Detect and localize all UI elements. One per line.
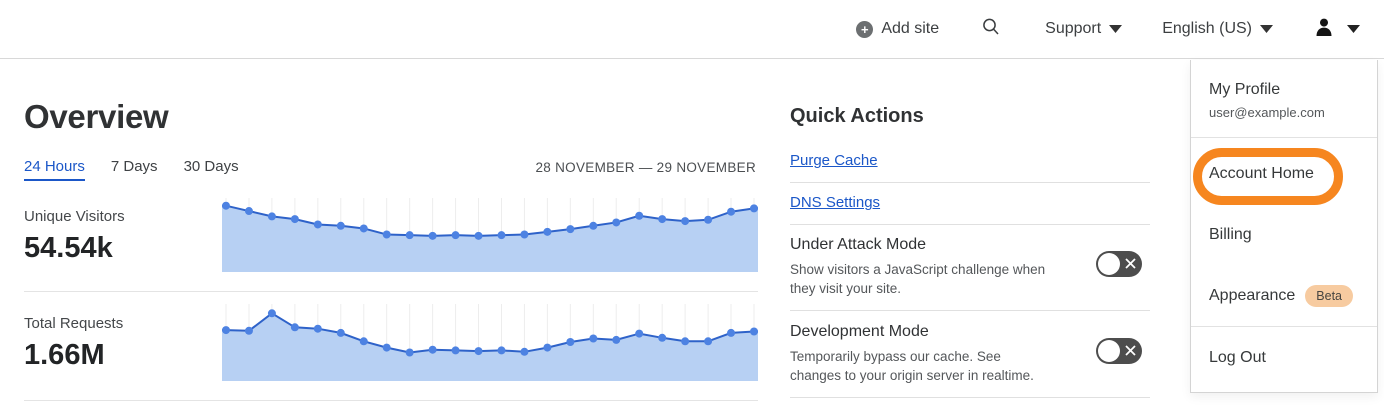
menu-item-billing[interactable]: Billing — [1191, 204, 1377, 265]
metric-label: Unique Visitors — [24, 208, 125, 225]
account-dropdown-menu: My Profile user@example.com Account Home… — [1190, 60, 1378, 393]
menu-items: Account Home Billing Appearance Beta — [1191, 138, 1377, 326]
toggle-knob — [1098, 253, 1120, 275]
menu-item-label: Billing — [1209, 225, 1252, 243]
menu-item-label: Appearance — [1209, 286, 1296, 304]
total-requests-metric: Total Requests 1.66M — [24, 315, 123, 372]
unique-visitors-metric: Unique Visitors 54.54k — [24, 208, 125, 265]
unique-visitors-chart — [222, 198, 758, 272]
search-button[interactable] — [981, 17, 1001, 42]
user-icon — [1315, 18, 1333, 41]
toggle-knob — [1098, 340, 1120, 362]
quick-actions-title: Quick Actions — [790, 105, 924, 127]
metric-value: 1.66M — [24, 339, 105, 371]
menu-item-log-out[interactable]: Log Out — [1191, 327, 1377, 389]
chevron-down-icon — [1347, 25, 1360, 33]
under-attack-mode-title: Under Attack Mode — [790, 236, 927, 253]
language-label: English (US) — [1162, 20, 1252, 37]
toggle-off-x-icon — [1124, 344, 1137, 362]
under-attack-mode-description: Show visitors a JavaScript challenge whe… — [790, 262, 1046, 296]
development-mode-description: Temporarily bypass our cache. See change… — [790, 349, 1034, 383]
menu-item-appearance[interactable]: Appearance Beta — [1191, 265, 1377, 326]
divider — [24, 291, 758, 292]
divider — [1191, 137, 1377, 138]
top-navbar: + Add site Support English (US) — [0, 0, 1384, 59]
dns-settings-link[interactable]: DNS Settings — [790, 194, 881, 211]
profile-section[interactable]: My Profile user@example.com — [1191, 60, 1377, 120]
under-attack-mode-toggle[interactable] — [1096, 251, 1142, 277]
tab-30-days[interactable]: 30 Days — [183, 158, 239, 175]
divider — [790, 182, 1150, 183]
search-icon — [981, 17, 1001, 42]
account-menu-button[interactable] — [1315, 18, 1360, 41]
add-site-label: Add site — [881, 20, 940, 37]
toggle-off-x-icon — [1124, 257, 1137, 275]
development-mode-title: Development Mode — [790, 323, 929, 340]
menu-item-account-home[interactable]: Account Home — [1191, 143, 1377, 204]
chevron-down-icon — [1260, 25, 1273, 33]
language-menu[interactable]: English (US) — [1162, 20, 1273, 38]
tab-7-days[interactable]: 7 Days — [110, 158, 158, 175]
chevron-down-icon — [1109, 25, 1123, 33]
menu-item-label: Log Out — [1209, 349, 1266, 366]
profile-email: user@example.com — [1209, 105, 1325, 120]
tab-24-hours[interactable]: 24 Hours — [24, 158, 85, 181]
total-requests-chart — [222, 304, 758, 381]
support-label: Support — [1045, 20, 1102, 37]
menu-item-label: Account Home — [1209, 164, 1314, 182]
divider — [790, 397, 1150, 398]
page-title: Overview — [24, 98, 169, 135]
my-profile-label: My Profile — [1209, 81, 1281, 98]
metric-value: 54.54k — [24, 232, 113, 264]
divider — [1191, 326, 1377, 327]
divider — [790, 310, 1150, 311]
development-mode-toggle[interactable] — [1096, 338, 1142, 364]
date-range-label: 28 NOVEMBER — 29 NOVEMBER — [535, 160, 756, 175]
support-menu[interactable]: Support — [1045, 20, 1123, 38]
beta-badge: Beta — [1305, 284, 1354, 307]
plus-icon: + — [856, 20, 874, 38]
purge-cache-link[interactable]: Purge Cache — [790, 152, 878, 169]
time-range-tabs: 24 Hours 7 Days 30 Days — [24, 158, 239, 181]
add-site-button[interactable]: + Add site — [856, 20, 939, 38]
metric-label: Total Requests — [24, 315, 124, 332]
divider — [790, 224, 1150, 225]
divider — [24, 400, 758, 401]
